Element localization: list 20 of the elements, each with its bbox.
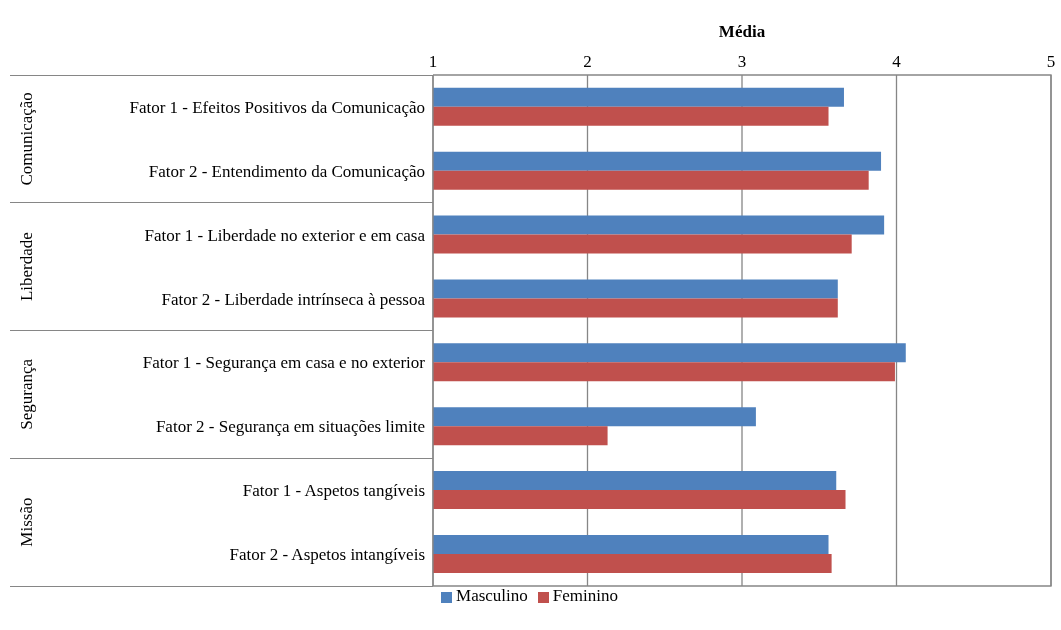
- y-tick-label: Fator 2 - Aspetos intangíveis: [229, 545, 425, 565]
- x-tick-label: 2: [583, 52, 592, 71]
- x-tick-label: 1: [428, 52, 438, 71]
- text: Missão: [16, 497, 36, 547]
- x-tick-label: 5: [1046, 52, 1056, 71]
- y-tick-label: Fator 1 - Segurança em casa e no exterior: [142, 353, 426, 373]
- x-tick-label: 4: [892, 52, 902, 71]
- y-tick-label: Fator 1 - Aspetos tangíveis: [242, 481, 425, 501]
- x-tick-label: 3: [737, 52, 747, 71]
- y-tick-label: Fator 2 - Entendimento da Comunicação: [148, 161, 425, 181]
- y-tick-label: Fator 2 - Segurança em situações limite: [155, 417, 425, 437]
- text: Comunicação: [16, 92, 36, 186]
- legend-label: Masculino: [456, 586, 528, 605]
- y-tick-label: Fator 1 - Liberdade no exterior e em casa: [144, 225, 426, 245]
- y-tick-label: Fator 2 - Liberdade intrínseca à pessoa: [161, 289, 426, 309]
- text: Segurança: [16, 358, 36, 430]
- text: Liberdade: [16, 232, 36, 302]
- y-tick-label: Fator 1 - Efeitos Positivos da Comunicação: [129, 97, 425, 117]
- x-axis-title: Média: [718, 22, 766, 41]
- legend-label: Feminino: [552, 586, 618, 605]
